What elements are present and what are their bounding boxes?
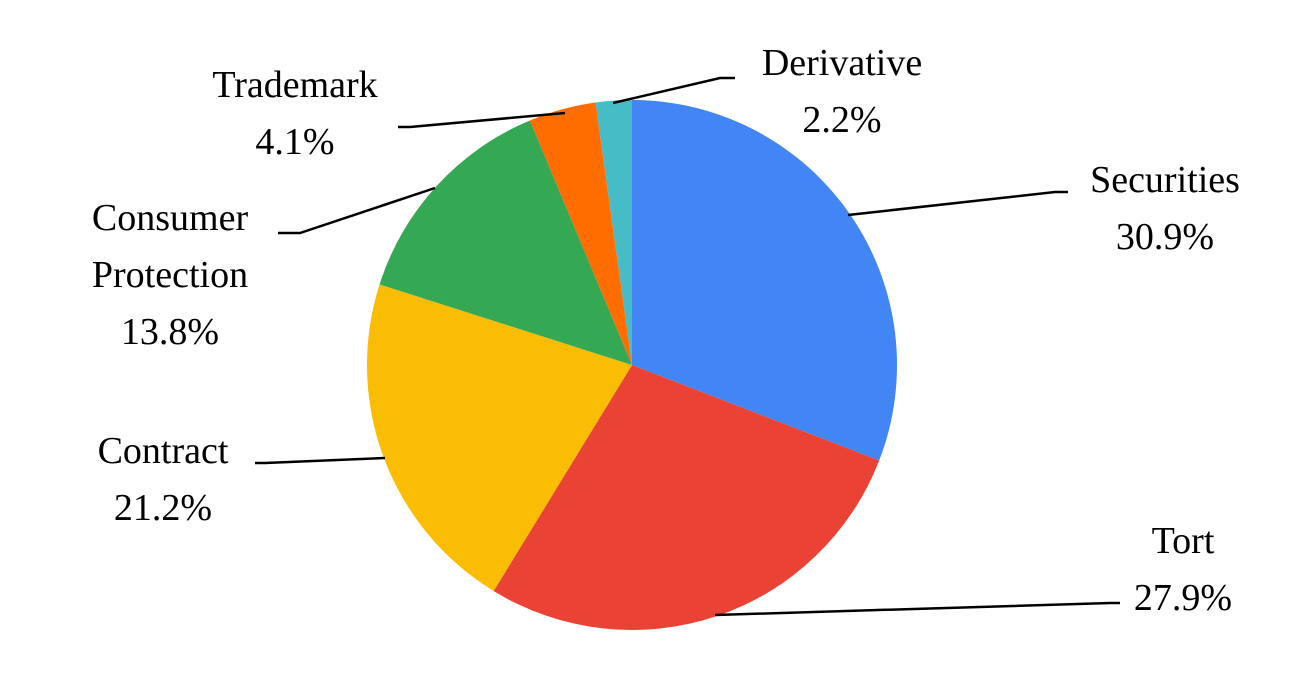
slice-label: Derivative 2.2% [722,35,962,149]
slice-name: Trademark [212,64,378,106]
slice-label: Trademark 4.1% [175,57,415,171]
pie-slice [493,365,880,630]
pie-slice [529,102,632,366]
slice-value: 30.9% [1115,216,1215,258]
slice-value: 27.9% [1133,577,1233,619]
leader-line [278,186,436,235]
leader-line [612,76,735,105]
slice-value: 2.2% [802,99,882,141]
pie-slice [632,100,897,461]
slice-label: Consumer Protection 13.8% [50,190,290,361]
slice-value: 4.1% [255,121,335,163]
pie-slice [366,284,632,592]
slice-name: Consumer Protection [91,197,249,296]
leader-line [714,601,1120,617]
slice-label: Contract 21.2% [43,423,283,537]
slice-name: Derivative [761,42,923,84]
pie-slice [379,120,632,365]
leader-line [255,456,386,465]
slice-label: Tort 27.9% [1063,513,1299,627]
pie-slice [595,100,632,365]
slice-name: Securities [1090,159,1240,201]
slice-name: Contract [97,430,229,472]
leader-line [847,190,1068,217]
slice-name: Tort [1151,520,1215,562]
slice-value: 21.2% [113,487,213,529]
slice-label: Securities 30.9% [1045,152,1285,266]
leader-line [398,111,566,129]
slice-value: 13.8% [120,311,220,353]
